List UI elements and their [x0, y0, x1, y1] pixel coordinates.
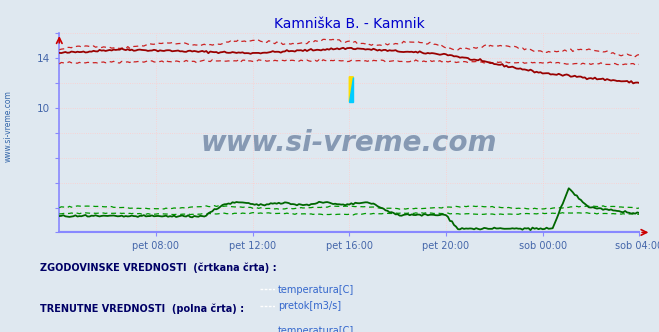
- Polygon shape: [349, 77, 353, 102]
- Text: www.si-vreme.com: www.si-vreme.com: [3, 90, 13, 162]
- Text: www.si-vreme.com: www.si-vreme.com: [201, 129, 498, 157]
- Text: TRENUTNE VREDNOSTI  (polna črta) :: TRENUTNE VREDNOSTI (polna črta) :: [40, 303, 244, 314]
- Polygon shape: [349, 77, 353, 102]
- Text: pretok[m3/s]: pretok[m3/s]: [278, 301, 341, 311]
- Title: Kamniška B. - Kamnik: Kamniška B. - Kamnik: [274, 17, 424, 31]
- Text: temperatura[C]: temperatura[C]: [278, 326, 355, 332]
- Text: ZGODOVINSKE VREDNOSTI  (črtkana črta) :: ZGODOVINSKE VREDNOSTI (črtkana črta) :: [40, 262, 276, 273]
- Text: temperatura[C]: temperatura[C]: [278, 285, 355, 295]
